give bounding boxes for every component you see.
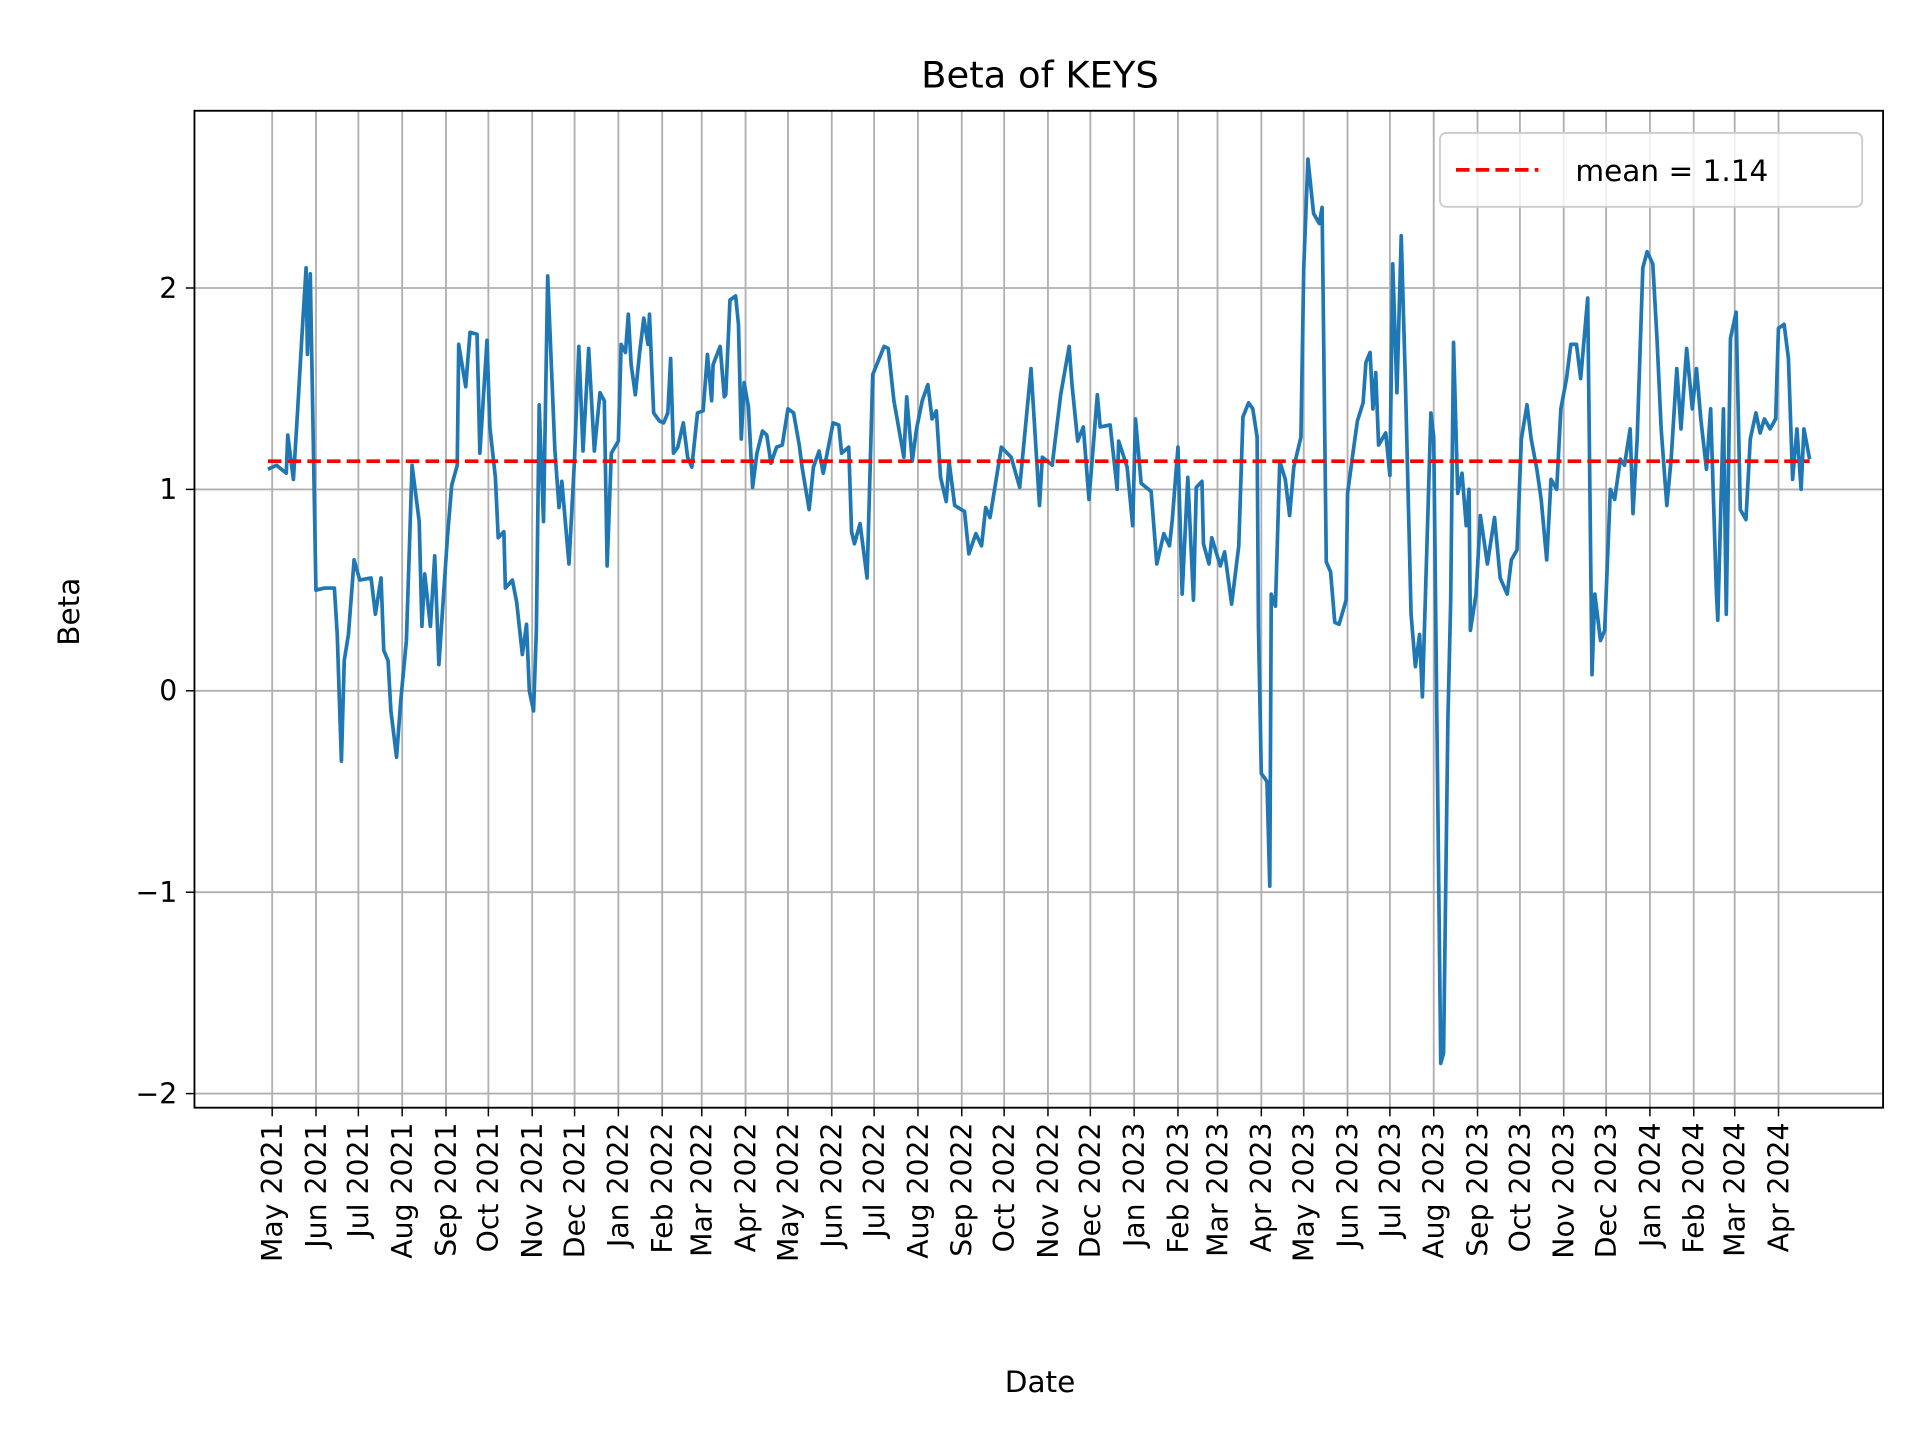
x-tick-label: Jun 2022 (816, 1122, 849, 1249)
x-axis-label: Date (1005, 1365, 1076, 1399)
chart-title: Beta of KEYS (921, 53, 1159, 96)
y-tick-label: −2 (136, 1077, 178, 1110)
x-tick-label: Sep 2023 (1461, 1122, 1494, 1256)
x-tick-label: Apr 2024 (1762, 1122, 1795, 1252)
axes-frame (193, 109, 1884, 1109)
x-tick-label: Apr 2023 (1245, 1122, 1278, 1252)
x-axis-ticks: May 2021 Jun 2021 Jul 2021 Aug 2021 Sep 2021… (256, 1107, 1795, 1262)
x-tick-label: Sep 2021 (430, 1122, 463, 1256)
x-tick-label: Dec 2021 (558, 1122, 591, 1258)
x-tick-label: Mar 2023 (1201, 1122, 1234, 1256)
x-tick-label: Oct 2023 (1504, 1122, 1537, 1252)
x-tick-label: Sep 2022 (946, 1122, 979, 1256)
plot-area (267, 157, 1812, 1066)
x-tick-label: Jul 2021 (342, 1122, 375, 1239)
x-tick-label: Aug 2023 (1418, 1122, 1451, 1258)
x-tick-label: Nov 2022 (1032, 1122, 1065, 1258)
x-tick-label: May 2023 (1288, 1122, 1321, 1262)
x-tick-label: Nov 2023 (1548, 1122, 1581, 1258)
y-tick-label: 0 (159, 675, 177, 708)
x-tick-label: May 2022 (772, 1122, 805, 1262)
legend-box (1439, 132, 1864, 208)
x-tick-label: Nov 2021 (516, 1122, 549, 1258)
grid-lines (194, 110, 1884, 1108)
x-tick-label: Feb 2022 (646, 1122, 679, 1253)
x-tick-label: Aug 2022 (902, 1122, 935, 1258)
legend-mean-label: mean = 1.14 (1575, 154, 1768, 188)
x-tick-label: Feb 2023 (1162, 1122, 1195, 1253)
y-axis-ticks: −2 −1 0 1 2 (136, 272, 195, 1110)
x-tick-label: Jan 2023 (1118, 1122, 1151, 1249)
y-tick-label: 1 (159, 473, 177, 506)
x-tick-label: Mar 2024 (1719, 1122, 1752, 1256)
x-tick-label: Feb 2024 (1678, 1122, 1711, 1253)
y-tick-label: −1 (136, 876, 178, 909)
x-tick-label: May 2021 (256, 1122, 289, 1262)
beta-series-line (267, 157, 1812, 1066)
x-tick-label: Jul 2022 (858, 1122, 891, 1239)
y-axis-label: Beta (52, 578, 86, 646)
y-tick-label: 2 (159, 272, 177, 305)
x-tick-label: Jun 2021 (300, 1122, 333, 1249)
x-tick-label: Apr 2022 (729, 1122, 762, 1252)
x-tick-label: Mar 2022 (686, 1122, 719, 1256)
x-tick-label: Jan 2022 (602, 1122, 635, 1249)
x-tick-label: Jan 2024 (1634, 1122, 1667, 1249)
x-tick-label: Dec 2023 (1590, 1122, 1623, 1258)
x-tick-label: Oct 2022 (988, 1122, 1021, 1252)
x-tick-label: Jul 2023 (1374, 1122, 1407, 1239)
x-tick-label: Jun 2023 (1331, 1122, 1364, 1249)
legend: mean = 1.14 (1439, 132, 1864, 208)
x-tick-label: Dec 2022 (1074, 1122, 1107, 1258)
x-tick-label: Aug 2021 (386, 1122, 419, 1258)
x-tick-label: Oct 2021 (472, 1122, 505, 1252)
